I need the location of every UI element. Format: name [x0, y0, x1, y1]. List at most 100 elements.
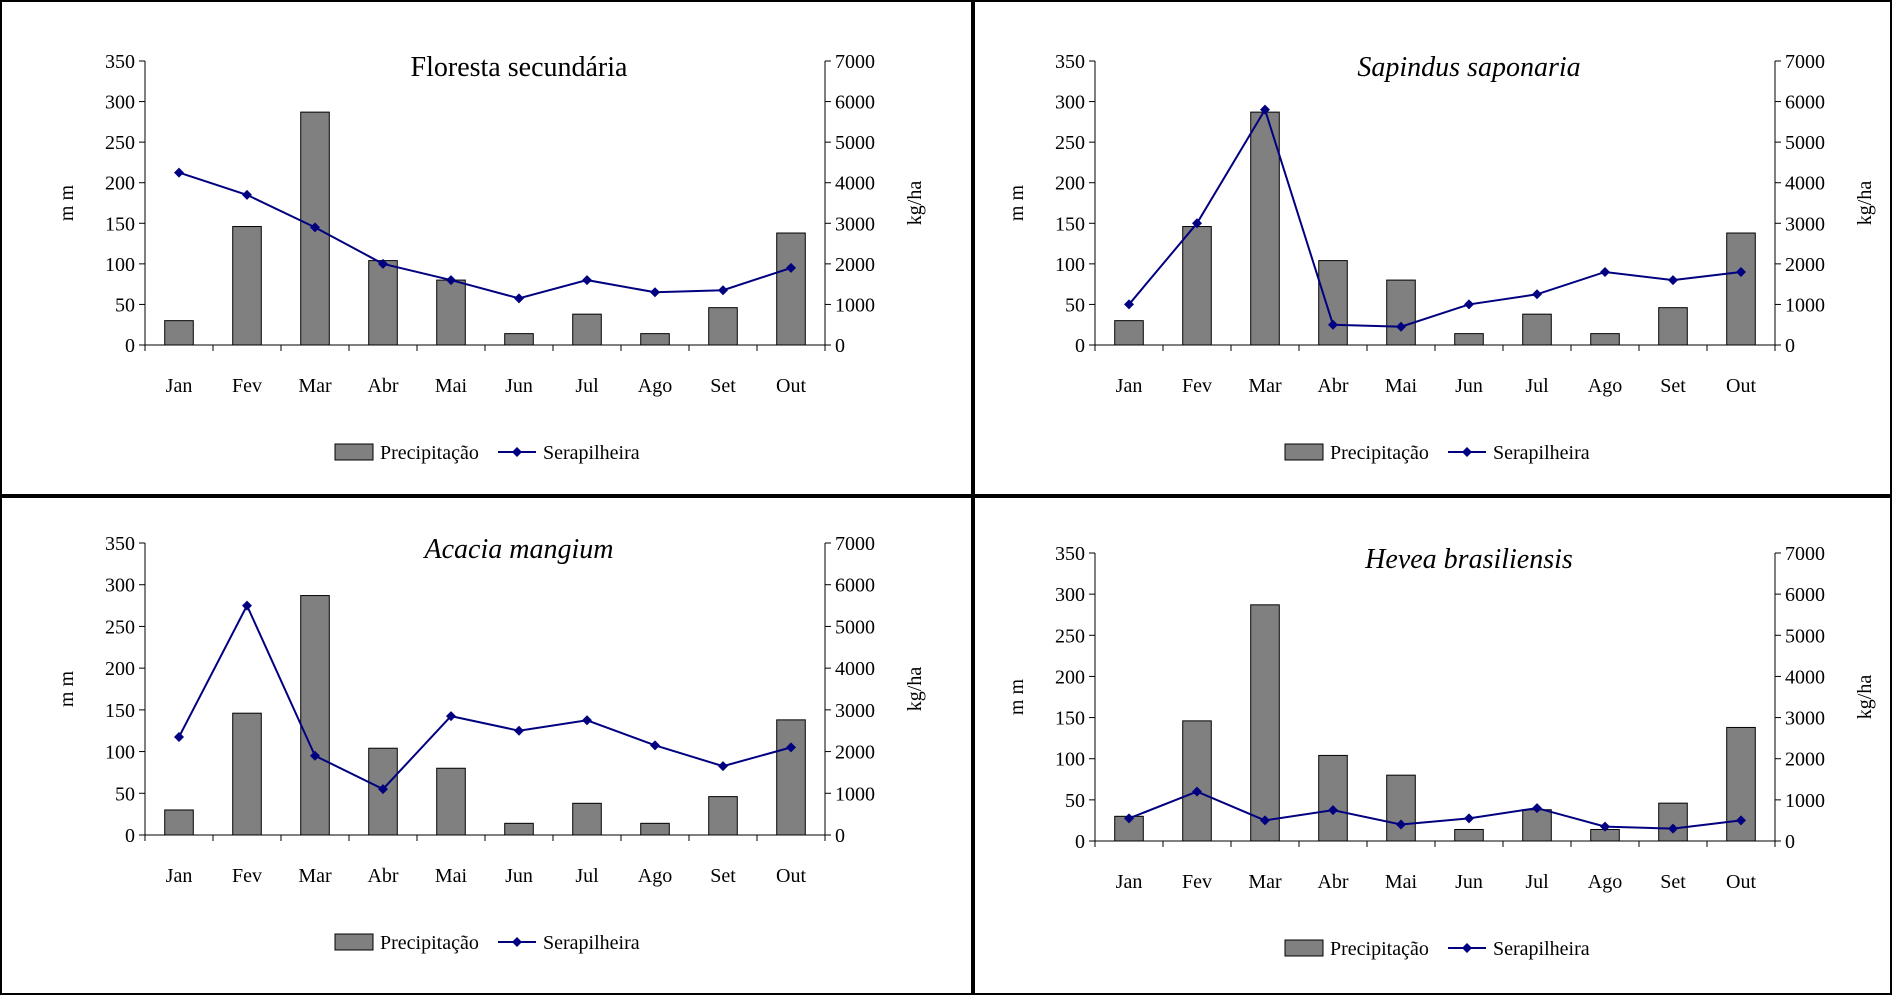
chart-svg: 0 50 100 150 200 250 300 350 0 1000 2000 3000 4000 50…: [973, 0, 1892, 496]
bar: [572, 802, 602, 836]
line-point: [1396, 321, 1406, 332]
left-tick-label: 0: [1075, 335, 1085, 357]
line-point: [1736, 266, 1746, 277]
panel-border: [973, 496, 1892, 995]
left-tick-label: 350: [1055, 543, 1085, 565]
left-tick-label: 350: [1055, 51, 1085, 73]
line-point: [650, 740, 660, 751]
bar: [1318, 754, 1348, 842]
x-tick-label: Ago: [638, 865, 672, 887]
left-tick-label: 100: [1055, 254, 1085, 276]
left-tick-label: 300: [1055, 92, 1085, 114]
x-tick-label: Jul: [1525, 375, 1549, 397]
line-point: [1600, 821, 1610, 832]
bar: [232, 712, 262, 836]
line-point: [1328, 319, 1338, 330]
line-point: [1124, 299, 1134, 310]
line-point: [1464, 299, 1474, 310]
x-tick-label: Jun: [505, 865, 533, 887]
right-tick-label: 5000: [1785, 132, 1825, 154]
left-tick-label: 250: [105, 616, 135, 638]
bar: [1590, 333, 1620, 346]
line-point: [446, 275, 456, 286]
line-point: [1736, 815, 1746, 826]
right-tick-label: 4000: [835, 173, 875, 195]
bar: [1658, 802, 1688, 842]
left-tick-label: 200: [1055, 173, 1085, 195]
left-tick-label: 300: [105, 92, 135, 114]
line-point: [1328, 805, 1338, 816]
right-tick-label: 6000: [835, 575, 875, 597]
line-point: [1600, 266, 1610, 277]
right-tick-label: 4000: [1785, 173, 1825, 195]
line-point: [446, 711, 456, 722]
line-point: [1668, 275, 1678, 286]
bar: [1250, 604, 1280, 842]
left-axis-label: m m: [56, 185, 78, 222]
left-tick-label: 300: [105, 575, 135, 597]
line-point: [718, 761, 728, 772]
left-tick-label: 200: [1055, 666, 1085, 688]
right-tick-label: 1000: [835, 294, 875, 316]
x-tick-label: Mai: [435, 375, 468, 397]
x-tick-label: Mai: [1385, 375, 1418, 397]
bar: [1658, 307, 1688, 346]
bar: [640, 333, 670, 346]
bar: [232, 226, 262, 346]
x-tick-label: Mar: [1248, 871, 1282, 893]
left-tick-label: 50: [115, 783, 135, 805]
series-line: [1128, 790, 1742, 830]
legend-bar-swatch: [334, 933, 374, 951]
left-tick-label: 250: [1055, 132, 1085, 154]
left-axis-label: m m: [1006, 185, 1028, 222]
line-point: [378, 258, 388, 269]
x-tick-label: Ago: [1588, 871, 1622, 893]
left-tick-label: 200: [105, 173, 135, 195]
right-tick-label: 6000: [835, 92, 875, 114]
chart-panel-1: 0 50 100 150 200 250 300 350 0 1000 2000 3000 4000 50…: [0, 0, 973, 496]
legend-line-marker: [1462, 943, 1472, 953]
bar: [708, 307, 738, 346]
left-tick-label: 100: [105, 742, 135, 764]
bar: [1454, 828, 1484, 842]
bar: [1522, 809, 1552, 842]
legend-bar-swatch: [1284, 443, 1324, 461]
line-point: [650, 287, 660, 298]
line-point: [1124, 813, 1134, 824]
legend-line-label: Serapilheira: [1493, 938, 1590, 960]
x-tick-label: Fev: [1182, 871, 1212, 893]
x-tick-label: Fev: [232, 865, 262, 887]
bar: [1250, 111, 1280, 346]
x-tick-label: Mar: [1248, 375, 1282, 397]
right-tick-label: 4000: [1785, 666, 1825, 688]
line-point: [514, 725, 524, 736]
chart-title: Floresta secundária: [411, 52, 628, 83]
bar: [504, 333, 534, 346]
left-tick-label: 100: [1055, 749, 1085, 771]
series-line: [178, 171, 792, 300]
chart-svg: 0 50 100 150 200 250 300 350 0 1000 2000 3000 4000 50…: [973, 496, 1892, 995]
bar: [300, 595, 330, 836]
right-tick-label: 2000: [1785, 749, 1825, 771]
panel-border: [0, 0, 973, 496]
left-tick-label: 150: [105, 213, 135, 235]
line-point: [242, 600, 252, 611]
legend-bar-label: Precipitação: [380, 442, 479, 464]
left-tick-label: 200: [105, 658, 135, 680]
right-tick-label: 2000: [835, 742, 875, 764]
line-point: [514, 293, 524, 304]
chart-title: Hevea brasiliensis: [1364, 544, 1573, 575]
right-tick-label: 5000: [835, 616, 875, 638]
chart-title: Acacia mangium: [423, 534, 614, 565]
right-tick-label: 0: [1785, 335, 1795, 357]
panel-border: [973, 0, 1892, 496]
bar: [572, 313, 602, 346]
line-point: [1192, 786, 1202, 797]
x-tick-label: Jun: [1455, 871, 1483, 893]
x-tick-label: Set: [1660, 871, 1686, 893]
right-tick-label: 2000: [1785, 254, 1825, 276]
right-tick-label: 3000: [1785, 708, 1825, 730]
left-tick-label: 250: [1055, 625, 1085, 647]
x-tick-label: Abr: [367, 375, 398, 397]
x-tick-label: Jan: [1116, 375, 1143, 397]
